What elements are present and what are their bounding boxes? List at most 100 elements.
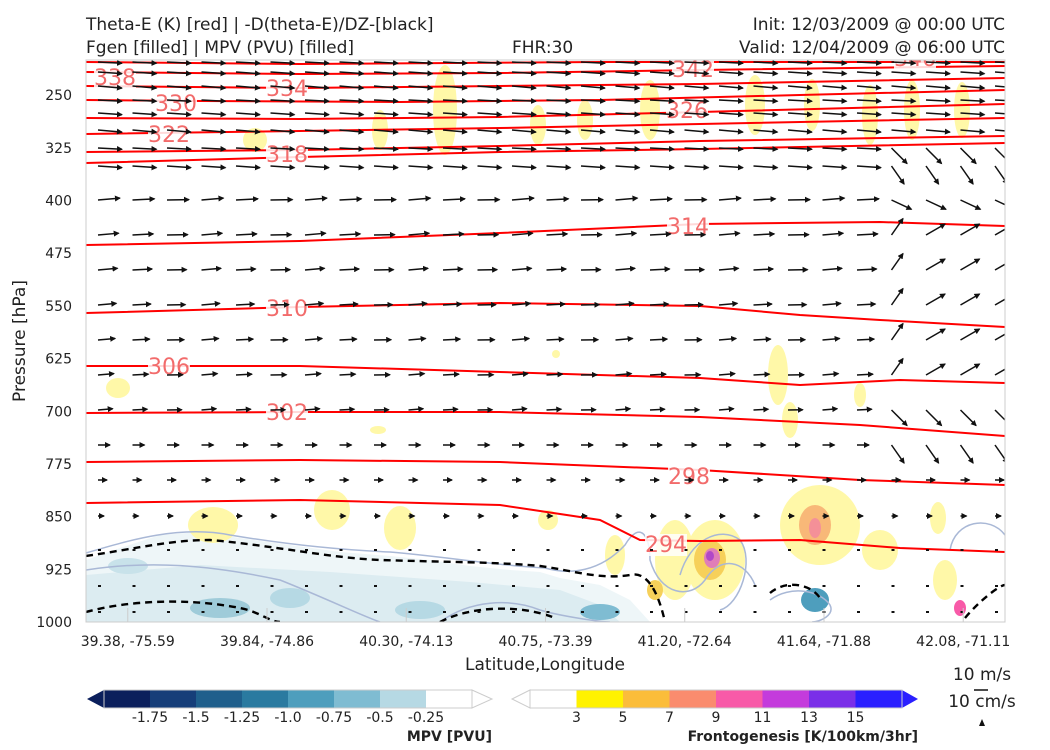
wind-vector <box>580 128 606 135</box>
wind-vector <box>270 70 296 77</box>
wind-vector <box>546 406 563 413</box>
fgen-colorbar-swatch <box>623 690 670 708</box>
wind-vector <box>132 266 154 273</box>
wind-vector <box>753 164 779 171</box>
wind-vector <box>235 60 261 66</box>
wind-vector <box>408 97 434 104</box>
wind-vector <box>166 128 192 135</box>
frontogenesis-filled-region <box>809 518 821 538</box>
wind-vector <box>856 336 876 343</box>
wind-vector <box>787 164 813 171</box>
wind-vector <box>890 444 905 464</box>
wind-vector <box>408 145 434 152</box>
wind-vector <box>925 70 951 77</box>
fgen-colorbar-swatch <box>809 690 856 708</box>
wind-vector <box>408 230 431 237</box>
wind-vector <box>718 265 740 272</box>
wind-vector <box>339 371 357 378</box>
wind-vector <box>718 164 744 171</box>
frontogenesis-filled-region <box>745 75 765 135</box>
wind-vector <box>235 406 252 413</box>
wind-vector <box>925 328 946 341</box>
y-tick-label: 1000 <box>36 615 72 631</box>
wind-reference-arrow-vertical <box>979 719 985 726</box>
valid-time: Valid: 12/04/2009 @ 06:00 UTC <box>739 38 1005 58</box>
wind-vector <box>615 164 641 171</box>
wind-vector <box>649 266 671 273</box>
wind-vector <box>132 301 152 308</box>
wind-vector <box>960 60 986 66</box>
wind-vector <box>822 128 848 135</box>
wind-vector <box>270 84 296 91</box>
wind-vector <box>925 147 943 165</box>
wind-vector <box>925 111 951 118</box>
wind-vector <box>615 60 641 66</box>
wind-vector <box>925 97 951 104</box>
wind-vector <box>442 336 462 343</box>
wind-vector <box>201 300 221 307</box>
fgen-colorbar-frame <box>529 689 903 709</box>
theta-e-label-background <box>266 402 308 424</box>
wind-vector <box>97 97 123 104</box>
theta-e-contour-label: 326 <box>666 99 708 124</box>
wind-vector <box>132 97 158 104</box>
wind-vector <box>339 266 361 273</box>
wind-vector <box>753 266 775 273</box>
wind-vector <box>132 60 158 66</box>
wind-vector <box>925 258 946 271</box>
mpv-filled-region <box>395 601 445 619</box>
mpv-colorbar-tick-label: -1.75 <box>132 710 168 726</box>
mpv-colorbar-tick-label: -1.0 <box>274 710 301 726</box>
wind-vector <box>304 265 326 272</box>
wind-vector <box>166 145 192 152</box>
frontogenesis-filled-region <box>188 507 238 543</box>
wind-vector <box>649 111 675 118</box>
wind-vector <box>753 336 772 343</box>
y-tick-label: 250 <box>45 88 72 104</box>
wind-vector <box>822 265 844 272</box>
wind-vector <box>546 301 566 308</box>
wind-vector <box>891 60 917 66</box>
wind-vector <box>925 165 940 185</box>
theta-e-label-background <box>266 78 308 100</box>
wind-vector <box>856 371 874 378</box>
wind-vector <box>442 60 468 66</box>
wind-vector <box>684 164 710 171</box>
frontogenesis-filled-region <box>933 560 957 600</box>
wind-vector <box>546 231 569 238</box>
wind-vector <box>270 60 296 66</box>
wind-vector <box>408 164 434 171</box>
y-tick-label: 925 <box>45 562 72 578</box>
wind-vector <box>304 84 330 91</box>
y-tick-label: 625 <box>45 352 72 368</box>
wind-vector <box>201 70 227 77</box>
wind-vector <box>201 111 227 118</box>
wind-vector <box>891 199 913 210</box>
wind-vector <box>546 111 572 118</box>
wind-vector <box>442 128 468 135</box>
wind-vector <box>546 164 572 171</box>
chart-title-line2: Fgen [filled] | MPV (PVU) [filled] <box>86 38 355 58</box>
theta-e-label-background <box>148 124 190 146</box>
wind-vector <box>132 111 158 118</box>
wind-vector <box>753 196 777 203</box>
wind-vector <box>270 164 296 171</box>
wind-vector <box>649 164 675 171</box>
fgen-colorbar-tick-label: 13 <box>800 710 818 726</box>
wind-vector <box>442 196 466 203</box>
wind-vector <box>97 406 114 413</box>
wind-vector <box>925 60 951 66</box>
y-tick-label: 325 <box>45 141 72 157</box>
frontogenesis-filled-region <box>706 551 714 561</box>
mpv-colorbar-tick-label: -0.5 <box>366 710 393 726</box>
theta-e-contour-label: 322 <box>148 123 190 148</box>
wind-vector <box>511 406 528 413</box>
wind-vector <box>442 266 464 273</box>
wind-vector <box>718 128 744 135</box>
wind-vector <box>925 293 946 306</box>
wind-vector <box>304 300 325 307</box>
wind-vector <box>166 111 192 118</box>
wind-vector <box>477 111 503 118</box>
x-tick-label: 39.84, -74.86 <box>220 634 314 650</box>
